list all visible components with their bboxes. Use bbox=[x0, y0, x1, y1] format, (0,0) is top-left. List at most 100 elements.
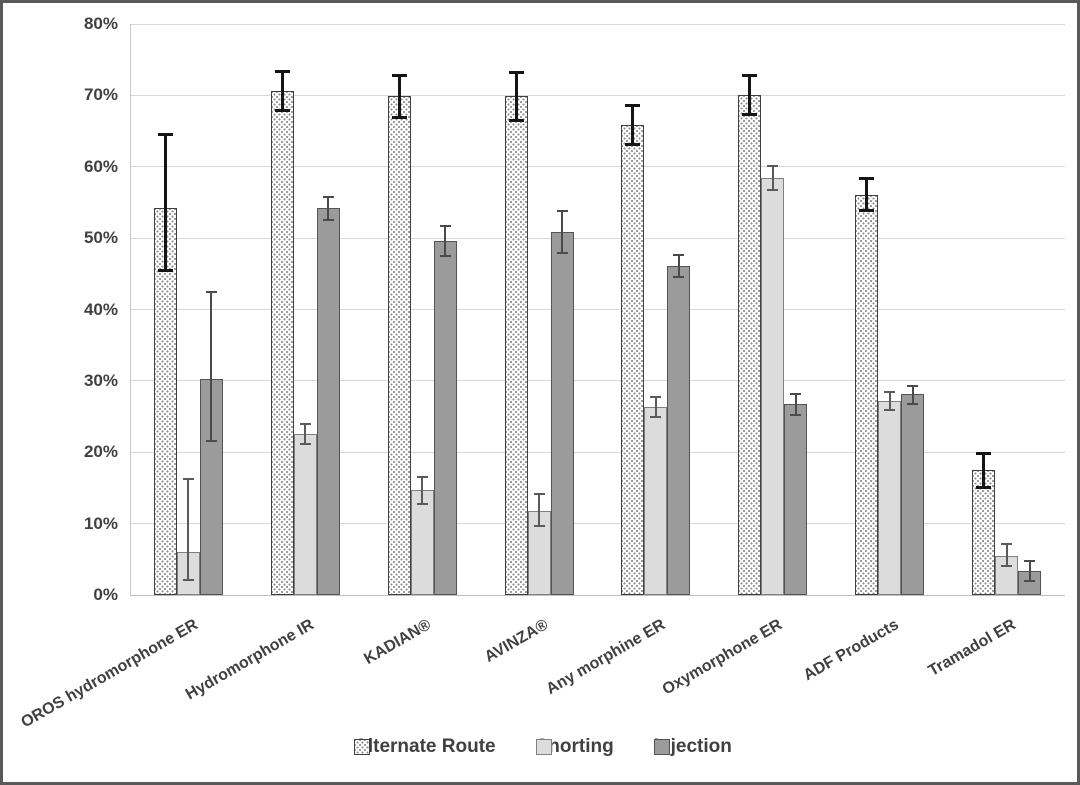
error-bar-cap-bottom bbox=[439, 254, 451, 257]
plot-area: 0% 10% 20% 30% 40% 50% 60% 70% 80% OROS hydromorp… bbox=[3, 3, 1077, 782]
error-bar-line bbox=[794, 394, 797, 416]
error-bar-line bbox=[304, 424, 307, 444]
error-bar-cap-bottom bbox=[416, 503, 428, 506]
legend-swatch-snorting bbox=[535, 739, 552, 755]
error-bar-line bbox=[1005, 543, 1008, 567]
error-bar-line bbox=[888, 392, 891, 411]
error-bar-line bbox=[397, 74, 401, 117]
error-bar-cap-top bbox=[1024, 560, 1036, 563]
bar-injection bbox=[550, 232, 574, 595]
error-bar-cap-top bbox=[533, 492, 545, 495]
error-bar-cap-top bbox=[322, 195, 334, 198]
error-bar-cap-top bbox=[416, 476, 428, 479]
error-bar-cap-top bbox=[274, 70, 290, 74]
error-bar-cap-bottom bbox=[322, 218, 334, 221]
error-bar-cap-bottom bbox=[182, 579, 194, 581]
legend-item-injection: Injection bbox=[653, 736, 732, 758]
error-bar-cap-top bbox=[742, 73, 758, 77]
error-bar-cap-bottom bbox=[907, 402, 919, 405]
gridline bbox=[130, 237, 1065, 239]
gridline bbox=[130, 523, 1065, 525]
y-axis-tick-label: 80% bbox=[83, 14, 118, 33]
error-bar-cap-top bbox=[673, 254, 685, 257]
bar-injection bbox=[667, 265, 691, 595]
bar-injection bbox=[784, 404, 808, 595]
error-bar-line bbox=[654, 397, 657, 418]
error-bar-cap-top bbox=[556, 210, 568, 212]
y-axis-line bbox=[130, 24, 131, 595]
error-bar-line bbox=[280, 71, 284, 111]
bar-alternate-route bbox=[972, 470, 996, 595]
y-axis-tick-label: 50% bbox=[83, 228, 118, 248]
x-axis-label-text: KADIAN® bbox=[361, 616, 435, 668]
error-bar-line bbox=[538, 493, 541, 527]
y-axis-tick-label: 20% bbox=[83, 442, 118, 462]
error-bar-line bbox=[210, 292, 213, 441]
gridline bbox=[130, 309, 1065, 310]
error-bar-cap-top bbox=[439, 224, 451, 227]
gridline bbox=[130, 451, 1065, 453]
error-bar-line bbox=[327, 196, 330, 220]
error-bar-cap-bottom bbox=[157, 269, 173, 273]
error-bar-cap-top bbox=[907, 384, 919, 387]
bar-snorting bbox=[878, 400, 902, 595]
error-bar-cap-bottom bbox=[205, 439, 217, 442]
error-bar-cap-bottom bbox=[508, 119, 524, 123]
y-axis-tick-label: 30% bbox=[83, 370, 118, 390]
bar-injection bbox=[901, 394, 925, 595]
error-bar-line bbox=[982, 452, 986, 487]
error-bar-line bbox=[561, 211, 564, 254]
bar-injection bbox=[316, 208, 340, 595]
y-axis-tick-label: 40% bbox=[83, 299, 118, 319]
y-axis-tick-label: 70% bbox=[83, 85, 118, 105]
gridline bbox=[130, 94, 1065, 96]
error-bar-cap-bottom bbox=[299, 442, 311, 445]
error-bar-cap-top bbox=[859, 177, 875, 181]
legend-label: Injection bbox=[653, 736, 732, 757]
bar-snorting bbox=[761, 178, 785, 595]
error-bar-cap-bottom bbox=[556, 252, 568, 255]
error-bar-line bbox=[911, 385, 914, 404]
legend-label: Alternate Route bbox=[354, 736, 496, 757]
bar-snorting bbox=[644, 407, 668, 595]
bar-alternate-route bbox=[270, 91, 294, 595]
x-axis-label-text: Hydromorphone IR bbox=[183, 616, 318, 704]
error-bar-cap-bottom bbox=[976, 485, 992, 489]
error-bar-cap-top bbox=[508, 70, 524, 74]
bar-alternate-route bbox=[153, 208, 177, 595]
error-bar-cap-bottom bbox=[884, 409, 896, 412]
error-bar-cap-bottom bbox=[1024, 580, 1036, 583]
error-bar-cap-top bbox=[205, 291, 217, 294]
error-bar-line bbox=[631, 105, 635, 144]
error-bar-cap-top bbox=[625, 104, 641, 108]
x-axis-label-text: Oxymorphone ER bbox=[659, 616, 785, 699]
bar-alternate-route bbox=[738, 94, 762, 595]
gridline bbox=[130, 380, 1065, 382]
legend: Alternate Route Snorting Injection bbox=[3, 736, 1077, 758]
error-bar-cap-top bbox=[391, 73, 407, 77]
error-bar-cap-bottom bbox=[859, 208, 875, 212]
error-bar-cap-bottom bbox=[391, 115, 407, 119]
error-bar-cap-bottom bbox=[533, 525, 545, 528]
error-bar-line bbox=[748, 74, 752, 114]
error-bar-cap-bottom bbox=[673, 275, 685, 278]
error-bar-line bbox=[865, 178, 869, 210]
x-axis-line bbox=[130, 594, 1065, 596]
x-axis-label-text: OROS hydromorphone ER bbox=[17, 616, 201, 732]
error-bar-cap-top bbox=[299, 423, 311, 426]
x-axis-label-text: Tramadol ER bbox=[925, 616, 1019, 680]
error-bar-line bbox=[163, 133, 167, 271]
error-bar-line bbox=[444, 225, 447, 256]
gridline bbox=[130, 166, 1065, 168]
error-bar-cap-top bbox=[157, 132, 173, 136]
error-bar-cap-bottom bbox=[650, 416, 662, 419]
bar-snorting bbox=[293, 433, 317, 595]
error-bar-line bbox=[677, 255, 680, 277]
x-axis-label-text: AVINZA® bbox=[481, 616, 552, 667]
legend-item-snorting: Snorting bbox=[535, 736, 614, 758]
error-bar-cap-bottom bbox=[1001, 565, 1013, 568]
error-bar-cap-top bbox=[884, 391, 896, 394]
bar-alternate-route bbox=[855, 195, 879, 595]
error-bar-line bbox=[187, 479, 190, 580]
